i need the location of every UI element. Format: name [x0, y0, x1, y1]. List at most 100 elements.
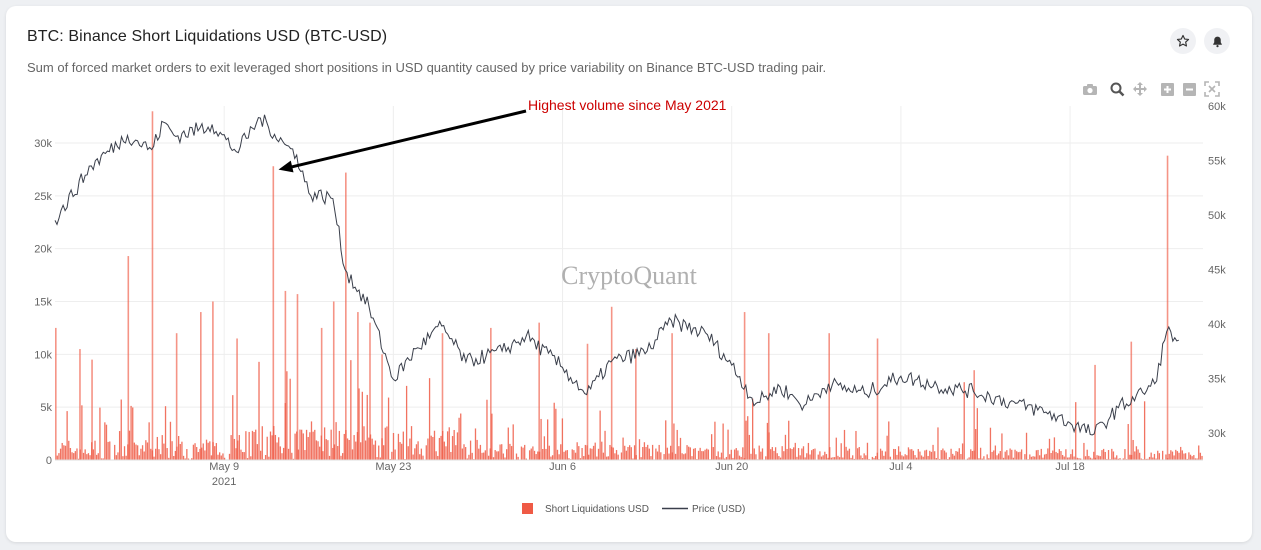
favorite-button[interactable]	[1170, 28, 1196, 54]
liquidation-bar	[686, 445, 688, 460]
liquidation-bar	[397, 433, 400, 460]
liquidation-bar	[927, 455, 929, 460]
liquidation-bar	[978, 458, 980, 460]
liquidation-bar	[922, 456, 924, 460]
liquidation-bar	[1007, 455, 1010, 460]
liquidation-bar	[696, 458, 698, 460]
camera-icon[interactable]	[1083, 84, 1097, 95]
liquidation-bar	[812, 449, 814, 460]
liquidation-bar	[123, 446, 126, 460]
zoom-in-icon[interactable]	[1161, 83, 1174, 96]
liquidation-bar	[945, 452, 947, 460]
zoom-icon[interactable]	[1110, 82, 1125, 97]
liquidation-bar	[140, 448, 142, 460]
liquidation-bar	[276, 442, 278, 460]
left-tick-label: 30k	[34, 138, 52, 150]
liquidation-bar	[660, 452, 662, 460]
liquidation-bar	[724, 458, 726, 460]
liquidation-bar	[750, 453, 752, 460]
liquidation-bar	[1114, 457, 1116, 460]
liquidation-bar	[819, 451, 821, 460]
liquidation-bar	[996, 455, 998, 460]
liquidation-bar	[1173, 455, 1175, 460]
liquidation-bar	[837, 455, 839, 460]
liquidation-spike	[381, 354, 383, 460]
right-tick-label: 60k	[1208, 101, 1226, 113]
liquidation-bar	[219, 452, 221, 460]
pan-icon[interactable]	[1133, 82, 1147, 96]
liquidation-bar	[256, 444, 259, 460]
liquidation-spike	[490, 327, 492, 460]
liquidation-bar	[330, 429, 332, 460]
liquidation-bar	[1078, 458, 1080, 460]
liquidation-bar	[163, 443, 165, 460]
liquidation-bar	[319, 446, 321, 460]
liquidation-bar	[368, 437, 370, 460]
chart-subtitle: Sum of forced market orders to exit leve…	[27, 60, 827, 75]
liquidation-bar	[384, 427, 386, 460]
liquidation-bar	[806, 453, 808, 460]
liquidation-bar	[1037, 449, 1039, 460]
liquidation-bar	[304, 450, 306, 460]
liquidation-bar	[773, 450, 775, 460]
liquidation-bar	[953, 455, 956, 460]
liquidation-bar	[842, 457, 844, 460]
liquidation-bar	[264, 455, 267, 460]
left-tick-label: 5k	[40, 402, 52, 414]
liquidation-bar	[688, 446, 690, 460]
liquidation-bar	[269, 431, 272, 460]
liquidation-bar	[801, 448, 803, 460]
zoom-out-icon[interactable]	[1183, 83, 1196, 96]
liquidation-bar	[1132, 439, 1134, 460]
liquidation-bar	[545, 448, 547, 460]
liquidation-bar	[825, 454, 828, 460]
right-tick-label: 30k	[1208, 428, 1226, 440]
liquidation-bar	[781, 446, 783, 460]
right-tick-label: 40k	[1208, 319, 1226, 331]
liquidation-bar	[1139, 452, 1141, 460]
liquidation-bar	[122, 456, 124, 460]
liquidation-bar	[164, 406, 167, 460]
liquidation-bar	[1152, 457, 1154, 460]
liquidation-bar	[253, 432, 255, 460]
liquidation-bar	[1150, 452, 1152, 460]
liquidation-bar	[1135, 446, 1138, 460]
liquidation-bar	[117, 452, 119, 460]
liquidation-bar	[68, 440, 70, 460]
liquidation-bar	[789, 448, 792, 460]
liquidation-bar	[289, 378, 291, 460]
alert-button[interactable]	[1204, 28, 1230, 54]
liquidation-bar	[624, 445, 626, 460]
liquidation-bar	[263, 458, 265, 460]
liquidation-bar	[327, 440, 329, 460]
liquidation-bar	[232, 395, 234, 460]
liquidation-bar	[1106, 458, 1108, 460]
liquidation-bar	[901, 455, 903, 460]
liquidation-bar	[1153, 453, 1156, 460]
liquidation-bar	[919, 451, 921, 460]
liquidation-bar	[814, 448, 816, 460]
liquidation-bar	[1075, 402, 1077, 460]
liquidation-bar	[59, 448, 62, 460]
liquidation-bar	[843, 429, 846, 460]
liquidation-bar	[794, 442, 796, 460]
liquidation-bar	[629, 445, 631, 460]
liquidation-bar	[643, 442, 646, 460]
modebar	[1083, 81, 1220, 97]
liquidation-bar	[314, 429, 316, 460]
liquidation-bar	[1025, 432, 1028, 460]
liquidation-bar	[1050, 453, 1052, 460]
liquidation-bar	[158, 449, 160, 460]
liquidation-spike	[55, 327, 57, 460]
liquidation-bar	[732, 457, 734, 460]
liquidation-bar	[520, 446, 523, 460]
autoscale-icon[interactable]	[1204, 81, 1220, 97]
liquidation-bar	[220, 455, 222, 460]
legend-label-liquidations: Short Liquidations USD	[545, 504, 649, 515]
liquidation-bar	[655, 448, 657, 460]
liquidation-bar	[433, 430, 436, 460]
left-tick-label: 25k	[34, 191, 52, 203]
liquidation-bar	[622, 437, 624, 460]
liquidation-bar	[938, 458, 941, 460]
liquidation-bar	[1042, 457, 1044, 460]
